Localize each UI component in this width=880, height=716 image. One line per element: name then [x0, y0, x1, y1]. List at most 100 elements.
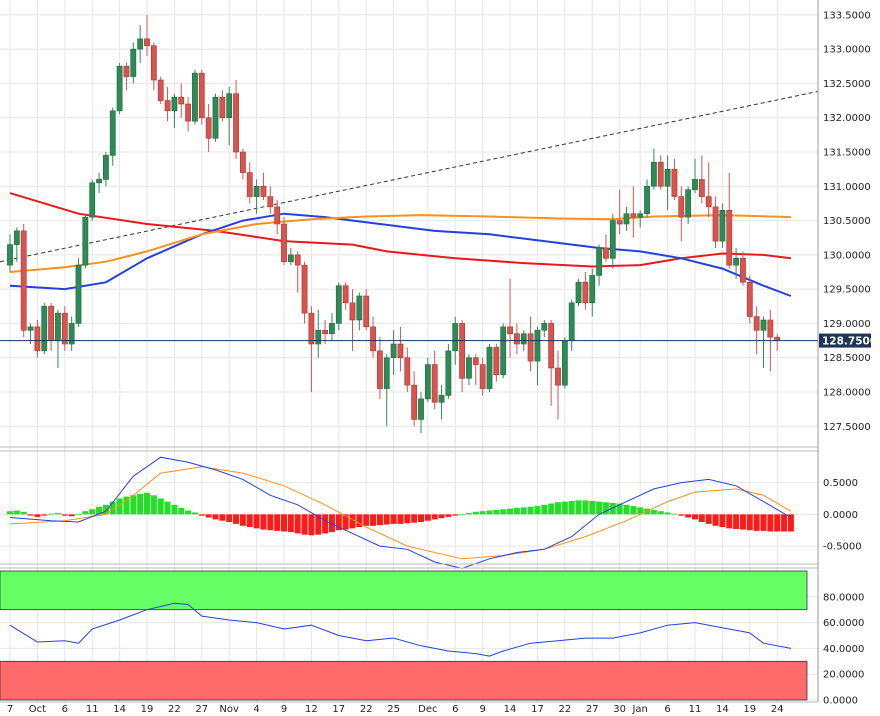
macd-histogram-bar [493, 509, 500, 515]
macd-line [9, 456, 792, 569]
macd-histogram-bar [171, 504, 178, 515]
price-tick-label: 132.0000 [823, 113, 871, 124]
macd-histogram-bar [582, 500, 589, 515]
date-tick-label: 7 [7, 704, 13, 715]
macd-histogram-bar [698, 514, 705, 522]
candle-body [513, 333, 520, 345]
macd-histogram-bar [541, 504, 548, 515]
candle-body [240, 151, 246, 173]
candle-body [109, 110, 116, 156]
macd-histogram-bar [253, 514, 260, 529]
candle-body [671, 168, 678, 197]
macd-histogram-bar [68, 514, 75, 517]
macd-histogram-bar [671, 513, 678, 515]
candle-body [459, 323, 465, 379]
candle-body [41, 305, 48, 352]
date-tick-label: 6 [452, 704, 458, 715]
candle-body [774, 336, 781, 341]
candle-body [719, 209, 726, 242]
rsi-tick-label: 0.0000 [823, 696, 858, 707]
moving-average-line [9, 214, 791, 273]
candle-body [760, 319, 767, 331]
macd-histogram-bar [472, 511, 479, 515]
date-tick-label: 4 [253, 704, 259, 715]
macd-histogram-bar [760, 514, 767, 531]
candle-body [575, 281, 582, 304]
date-tick-label: 14 [716, 704, 729, 715]
macd-histogram-bar [13, 510, 20, 515]
macd-histogram-bar [520, 507, 527, 515]
macd-signal-line [9, 466, 792, 560]
candle-body [116, 65, 123, 112]
candle-body [185, 103, 191, 122]
macd-tick-label: 0.0000 [823, 510, 858, 521]
current-price-label: 128.7500 [822, 336, 877, 348]
candle-body [342, 285, 349, 304]
macd-histogram-bar [41, 514, 48, 516]
macd-histogram-bar [315, 514, 322, 535]
candle-body [698, 179, 705, 197]
candle-body [568, 302, 575, 341]
macd-histogram-bar [178, 508, 185, 515]
moving-average-line [9, 192, 792, 268]
macd-histogram-bar [404, 514, 411, 524]
macd-histogram-bar [185, 510, 192, 515]
candle-body [424, 364, 431, 400]
macd-histogram-bar [383, 514, 390, 525]
macd-histogram-bar [27, 514, 34, 516]
trendline-layer [0, 90, 819, 263]
macd-histogram-bar [465, 513, 472, 515]
macd-histogram-bar [287, 514, 294, 533]
price-tick-label: 129.0000 [823, 319, 871, 330]
date-tick-label: 27 [195, 704, 208, 715]
candle-body [616, 220, 623, 225]
candle-body [486, 347, 493, 389]
candle-body [404, 357, 411, 386]
macd-histogram-bar [102, 504, 109, 515]
date-tick-label: 17 [531, 704, 544, 715]
macd-histogram-bar [452, 514, 459, 516]
candle-body [472, 357, 479, 365]
macd-histogram-bar [657, 511, 664, 515]
candle-body [322, 329, 328, 335]
macd-histogram-bar [376, 514, 383, 526]
macd-histogram-bar [568, 501, 575, 515]
candle-body [61, 312, 68, 345]
macd-histogram-bar [459, 514, 466, 516]
date-tick-label: 11 [689, 704, 702, 715]
candle-body [27, 326, 34, 331]
macd-histogram-bar [20, 511, 27, 515]
candle-body [13, 230, 20, 245]
macd-histogram-bar [692, 514, 698, 520]
candle-body [452, 323, 459, 352]
rsi-axis: 80.0000 60.0000 40.0000 20.0000 0.0000 [823, 592, 864, 706]
candle-body [233, 93, 239, 153]
candle-body [164, 100, 171, 112]
date-tick-label: Jan [631, 704, 647, 715]
macd-histogram-bar [219, 514, 226, 521]
price-tick-label: 127.5000 [823, 422, 871, 433]
candles-layer [7, 14, 781, 434]
candle-body [390, 343, 397, 359]
macd-histogram-bar [596, 501, 603, 515]
macd-histogram-bar [322, 514, 329, 534]
macd-histogram-bar [527, 506, 534, 515]
macd-histogram-bar [274, 514, 281, 531]
candle-body [267, 196, 274, 208]
macd-histogram-bar [89, 509, 96, 515]
macd-histogram-bar [781, 514, 788, 532]
candle-body [89, 182, 96, 218]
moving-averages-layer [9, 192, 792, 297]
macd-histogram-bar [548, 503, 555, 515]
macd-histogram-bar [123, 496, 130, 515]
rsi-tick-label: 40.0000 [823, 644, 864, 655]
candle-body [445, 350, 452, 396]
candle-body [150, 45, 157, 81]
macd-histogram-bar [191, 512, 198, 515]
candle-body [650, 161, 657, 187]
candle-body [349, 302, 356, 321]
macd-histogram-bar [561, 501, 568, 515]
candle-body [68, 323, 75, 345]
candle-body [520, 333, 527, 345]
